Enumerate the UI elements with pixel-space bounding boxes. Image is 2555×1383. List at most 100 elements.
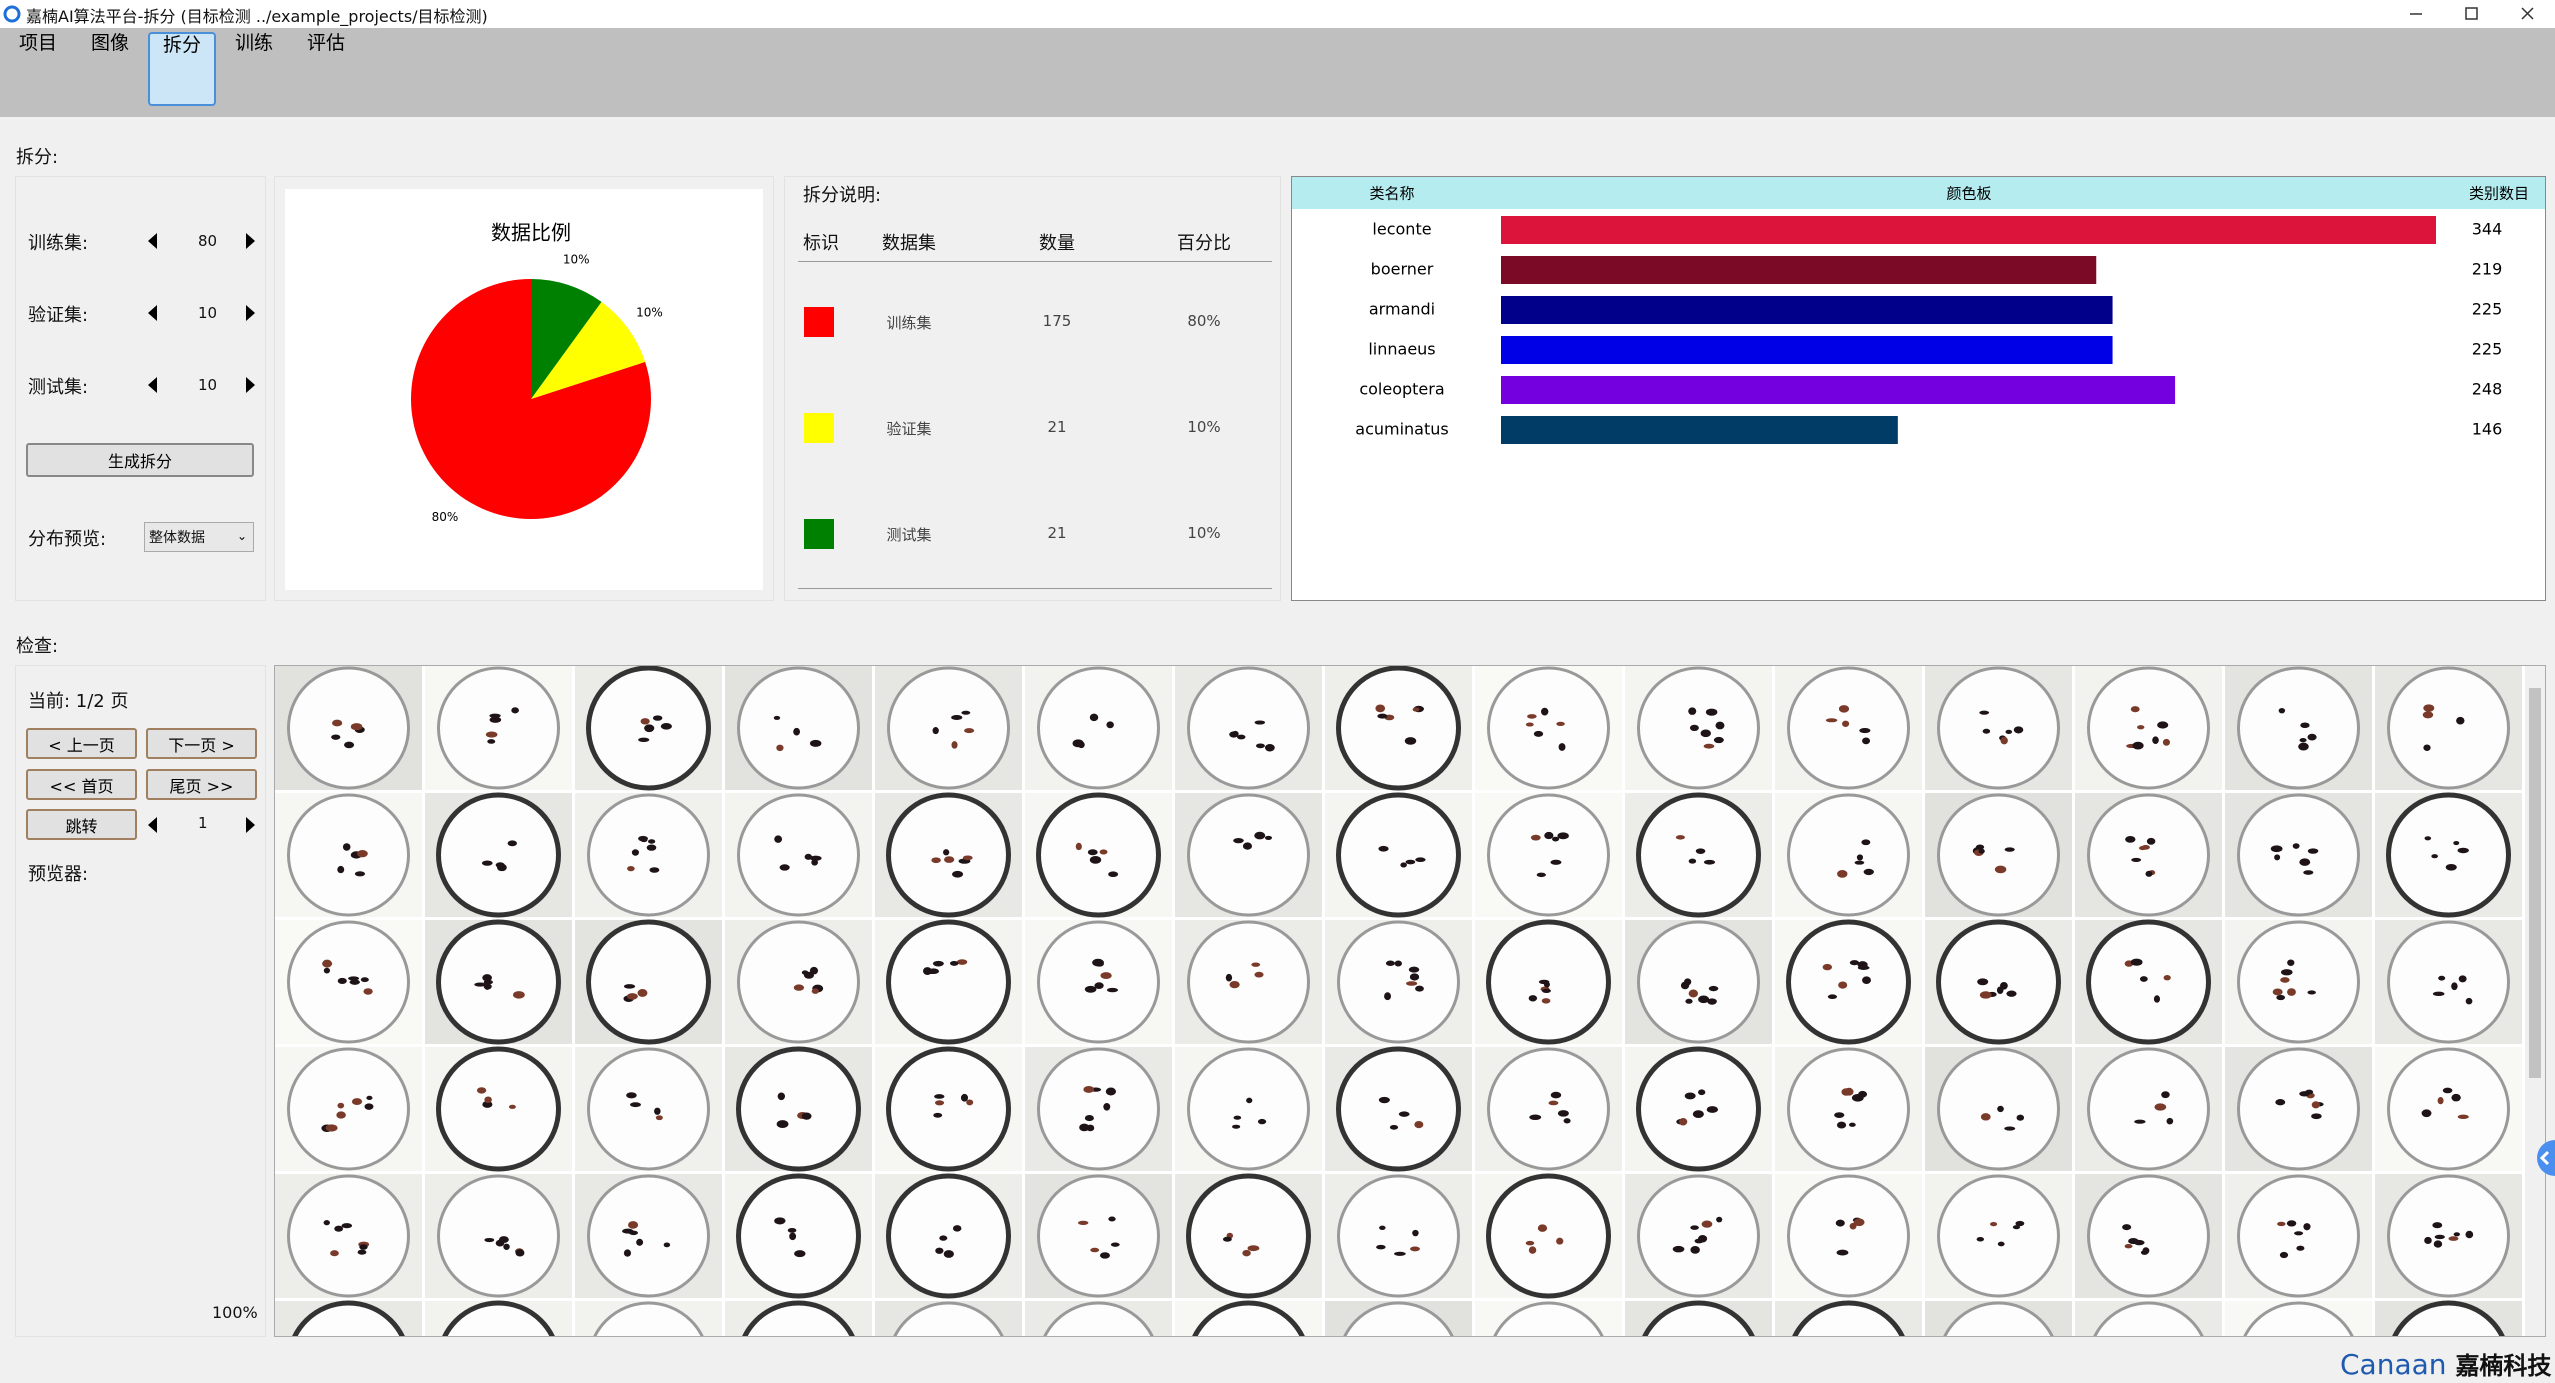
insect	[1264, 835, 1273, 840]
insect	[2122, 1224, 2132, 1231]
scrollbar[interactable]	[2525, 666, 2545, 1336]
side-handle[interactable]	[2530, 1138, 2555, 1178]
dish	[1636, 792, 1761, 918]
insect	[495, 1239, 505, 1247]
nav-button[interactable]: 下一页 >	[146, 728, 257, 759]
insect	[944, 856, 955, 863]
dish	[1792, 1300, 1905, 1336]
dropdown[interactable]: 整体数据 ⌄	[144, 522, 254, 552]
spin-arrow[interactable]	[148, 817, 157, 833]
insect	[811, 988, 819, 994]
insect	[1389, 1124, 1399, 1130]
insect	[1229, 731, 1239, 738]
legend-cell: 175	[1042, 312, 1072, 330]
insect	[1556, 721, 1565, 726]
insect	[943, 1250, 954, 1258]
spin-arrow[interactable]	[148, 377, 157, 393]
window-controls[interactable]	[2390, 0, 2555, 28]
spin-arrow[interactable]	[246, 233, 255, 249]
insect	[2432, 1222, 2443, 1229]
insect	[1379, 1225, 1386, 1230]
insect	[1414, 1120, 1424, 1129]
thumbnail-grid	[274, 665, 2546, 1337]
dish	[587, 1047, 710, 1171]
toolbar-button[interactable]: 训练	[220, 32, 288, 106]
insect	[1980, 1113, 1991, 1121]
dish	[2086, 919, 2211, 1045]
insect	[638, 737, 650, 743]
insect	[2277, 1221, 2286, 1227]
nav-button[interactable]: < 上一页	[26, 728, 137, 759]
toolbar-button[interactable]: 拆分	[148, 32, 216, 106]
insect	[1529, 1114, 1542, 1121]
section-heading: 检查:	[16, 636, 59, 657]
insect	[2424, 836, 2432, 841]
insect	[1233, 1115, 1242, 1120]
insect	[359, 1244, 368, 1250]
insect	[495, 862, 505, 868]
insect	[932, 727, 939, 735]
insect	[2457, 1114, 2469, 1119]
insect	[1836, 1249, 1849, 1256]
dish	[1787, 793, 1910, 917]
insect	[1090, 1247, 1100, 1253]
insect	[2294, 1231, 2304, 1236]
dish	[1037, 1047, 1160, 1171]
insect	[2300, 722, 2310, 729]
legend-cell: 10%	[1187, 418, 1221, 436]
insect	[794, 1250, 806, 1258]
insect	[322, 959, 333, 968]
dish	[2237, 793, 2360, 917]
insect	[2013, 726, 2024, 734]
generate-button[interactable]: 生成拆分	[26, 443, 254, 477]
spin-arrow[interactable]	[246, 377, 255, 393]
insect	[1994, 865, 2007, 874]
toolbar-button[interactable]: 图像	[76, 32, 144, 106]
insect	[779, 864, 790, 871]
dish	[1036, 792, 1161, 918]
spin-value: 10	[198, 304, 218, 322]
insect	[943, 849, 950, 856]
inspect-controls: 当前: 1/2 页 < 上一页 下一页 > << 首页 尾页 >> 跳转 1 预览器: 100%	[15, 665, 266, 1337]
dish	[2237, 1174, 2360, 1298]
spin-arrow[interactable]	[246, 817, 255, 833]
nav-button[interactable]: 尾页 >>	[146, 769, 257, 800]
spin-arrow[interactable]	[148, 305, 157, 321]
insect	[485, 731, 498, 738]
insect	[660, 723, 672, 730]
insect	[1862, 976, 1871, 985]
insect	[1854, 860, 1865, 865]
insect	[1375, 704, 1386, 713]
insect	[363, 988, 373, 995]
dish	[1186, 1173, 1311, 1299]
nav-button[interactable]: << 首页	[26, 769, 137, 800]
insect	[654, 1107, 661, 1115]
insect	[776, 744, 784, 752]
spin-arrow[interactable]	[148, 233, 157, 249]
insect	[1541, 988, 1551, 993]
spin-value: 80	[198, 232, 218, 250]
insect	[2311, 1101, 2320, 1109]
dish	[2237, 1047, 2360, 1171]
spin-arrow[interactable]	[246, 305, 255, 321]
brand: Canaan 嘉楠科技	[2340, 1346, 2551, 1381]
app-icon	[3, 5, 21, 23]
insect	[2132, 741, 2144, 750]
dish	[287, 666, 410, 790]
toolbar-button[interactable]: 评估	[292, 32, 360, 106]
insect	[487, 739, 496, 744]
dish	[737, 793, 860, 917]
insect	[1838, 981, 1848, 989]
insect	[2432, 991, 2445, 997]
insect	[2153, 995, 2161, 1003]
insect	[2303, 870, 2314, 875]
insect	[1862, 737, 1871, 745]
insect	[507, 840, 517, 847]
insect	[2307, 733, 2317, 741]
nav-button[interactable]: 跳转	[26, 809, 137, 840]
insect	[2286, 1220, 2297, 1227]
legend-heading: 拆分说明:	[803, 185, 882, 206]
insect	[1540, 707, 1549, 716]
toolbar-button[interactable]: 项目	[4, 32, 72, 106]
insect	[2004, 1126, 2016, 1131]
